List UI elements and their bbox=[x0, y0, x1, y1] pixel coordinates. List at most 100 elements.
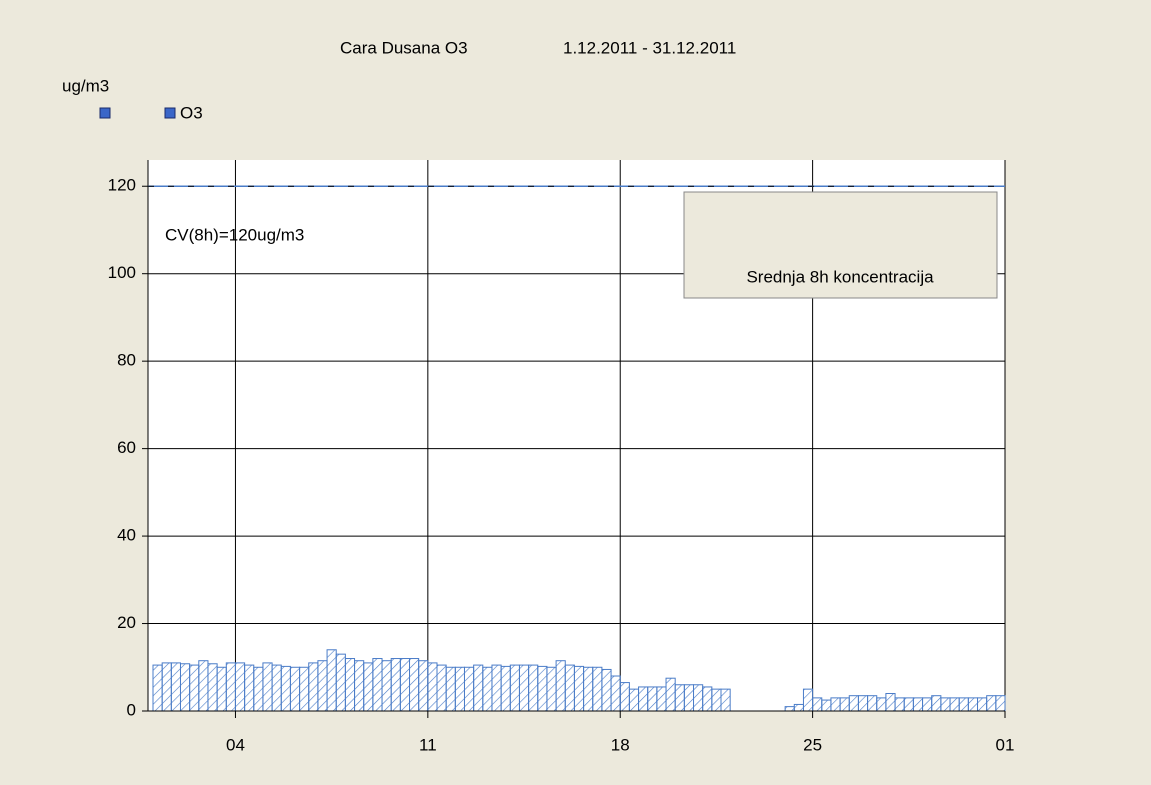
bar bbox=[857, 695, 869, 712]
bar bbox=[454, 666, 465, 712]
bar bbox=[427, 662, 438, 712]
bar bbox=[482, 666, 493, 712]
bar bbox=[977, 697, 988, 712]
x-tick-label: 01 bbox=[996, 735, 1015, 754]
bar bbox=[647, 686, 658, 712]
bar bbox=[170, 662, 181, 712]
bar bbox=[830, 697, 841, 712]
bar bbox=[271, 664, 282, 712]
bar bbox=[601, 668, 612, 712]
bar bbox=[802, 688, 814, 712]
bar bbox=[225, 662, 236, 712]
bar bbox=[986, 695, 997, 712]
x-tick-label: 18 bbox=[611, 735, 630, 754]
chart-subtitle: 1.12.2011 - 31.12.2011 bbox=[563, 38, 736, 57]
annotation: Srednja 8h koncentracija bbox=[746, 267, 934, 286]
bar bbox=[821, 699, 832, 712]
bar bbox=[308, 662, 319, 712]
bar bbox=[299, 666, 310, 712]
bar bbox=[399, 658, 411, 712]
legend-label: O3 bbox=[180, 103, 203, 122]
bar bbox=[546, 666, 557, 712]
bar bbox=[784, 706, 795, 712]
bar bbox=[509, 664, 520, 712]
bar bbox=[253, 666, 264, 712]
bar bbox=[179, 663, 191, 712]
bar bbox=[363, 662, 374, 712]
bar bbox=[583, 666, 594, 712]
bar bbox=[161, 662, 172, 712]
grid bbox=[148, 160, 1006, 712]
bar bbox=[418, 660, 429, 712]
bar bbox=[207, 663, 218, 712]
bar bbox=[537, 665, 548, 712]
bar bbox=[638, 686, 649, 712]
bar bbox=[656, 686, 667, 712]
bar bbox=[528, 664, 539, 712]
bar bbox=[848, 695, 859, 712]
y-tick-label: 100 bbox=[108, 263, 136, 282]
bar bbox=[922, 697, 933, 712]
bar bbox=[839, 697, 850, 712]
chart-title: Cara Dusana O3 bbox=[340, 38, 468, 57]
bar bbox=[317, 660, 328, 712]
bar bbox=[244, 664, 255, 712]
legend-swatch bbox=[164, 107, 176, 119]
bar bbox=[234, 662, 246, 712]
bar bbox=[463, 666, 475, 712]
bar bbox=[931, 695, 942, 712]
x-tick-label: 11 bbox=[419, 735, 437, 754]
bar bbox=[280, 665, 291, 712]
bar bbox=[436, 664, 447, 712]
y-tick-label: 0 bbox=[127, 700, 136, 719]
bar bbox=[693, 684, 704, 712]
bar bbox=[326, 649, 337, 712]
bars bbox=[152, 649, 1006, 712]
x-tick-label: 04 bbox=[226, 735, 245, 754]
bar bbox=[335, 653, 346, 712]
bar bbox=[912, 697, 924, 712]
y-axis-label: ug/m3 bbox=[62, 76, 109, 95]
bar bbox=[592, 666, 603, 712]
bar bbox=[720, 688, 731, 712]
bar bbox=[894, 697, 905, 712]
legend-swatch bbox=[99, 107, 111, 119]
bar bbox=[665, 677, 676, 712]
bar bbox=[518, 664, 530, 712]
bar bbox=[289, 666, 301, 712]
bar bbox=[216, 666, 227, 712]
bar bbox=[564, 664, 575, 712]
bar bbox=[354, 660, 365, 712]
bar bbox=[189, 664, 200, 712]
bar bbox=[876, 697, 887, 712]
bar bbox=[940, 697, 951, 712]
annotation-box bbox=[683, 191, 998, 299]
y-tick-label: 120 bbox=[108, 176, 136, 195]
y-tick-label: 60 bbox=[117, 438, 136, 457]
bar bbox=[473, 664, 484, 712]
bar bbox=[885, 693, 896, 712]
bar bbox=[958, 697, 969, 712]
y-tick-label: 40 bbox=[117, 526, 136, 545]
bar bbox=[555, 660, 566, 712]
bar bbox=[381, 660, 392, 712]
bar bbox=[344, 658, 356, 712]
bar bbox=[793, 703, 804, 712]
bar bbox=[628, 688, 640, 712]
bar bbox=[702, 686, 713, 712]
threshold-label: CV(8h)=120ug/m3 bbox=[165, 226, 304, 245]
bar bbox=[500, 665, 511, 712]
bar bbox=[812, 697, 823, 712]
y-tick-label: 80 bbox=[117, 351, 136, 370]
bar bbox=[967, 697, 979, 712]
bar bbox=[198, 660, 209, 712]
bar bbox=[573, 665, 585, 712]
bar bbox=[683, 684, 695, 712]
bar bbox=[949, 697, 960, 712]
bar bbox=[152, 664, 163, 712]
bar bbox=[491, 664, 502, 712]
bar bbox=[445, 666, 456, 712]
bar bbox=[995, 695, 1006, 712]
bar bbox=[372, 658, 383, 712]
